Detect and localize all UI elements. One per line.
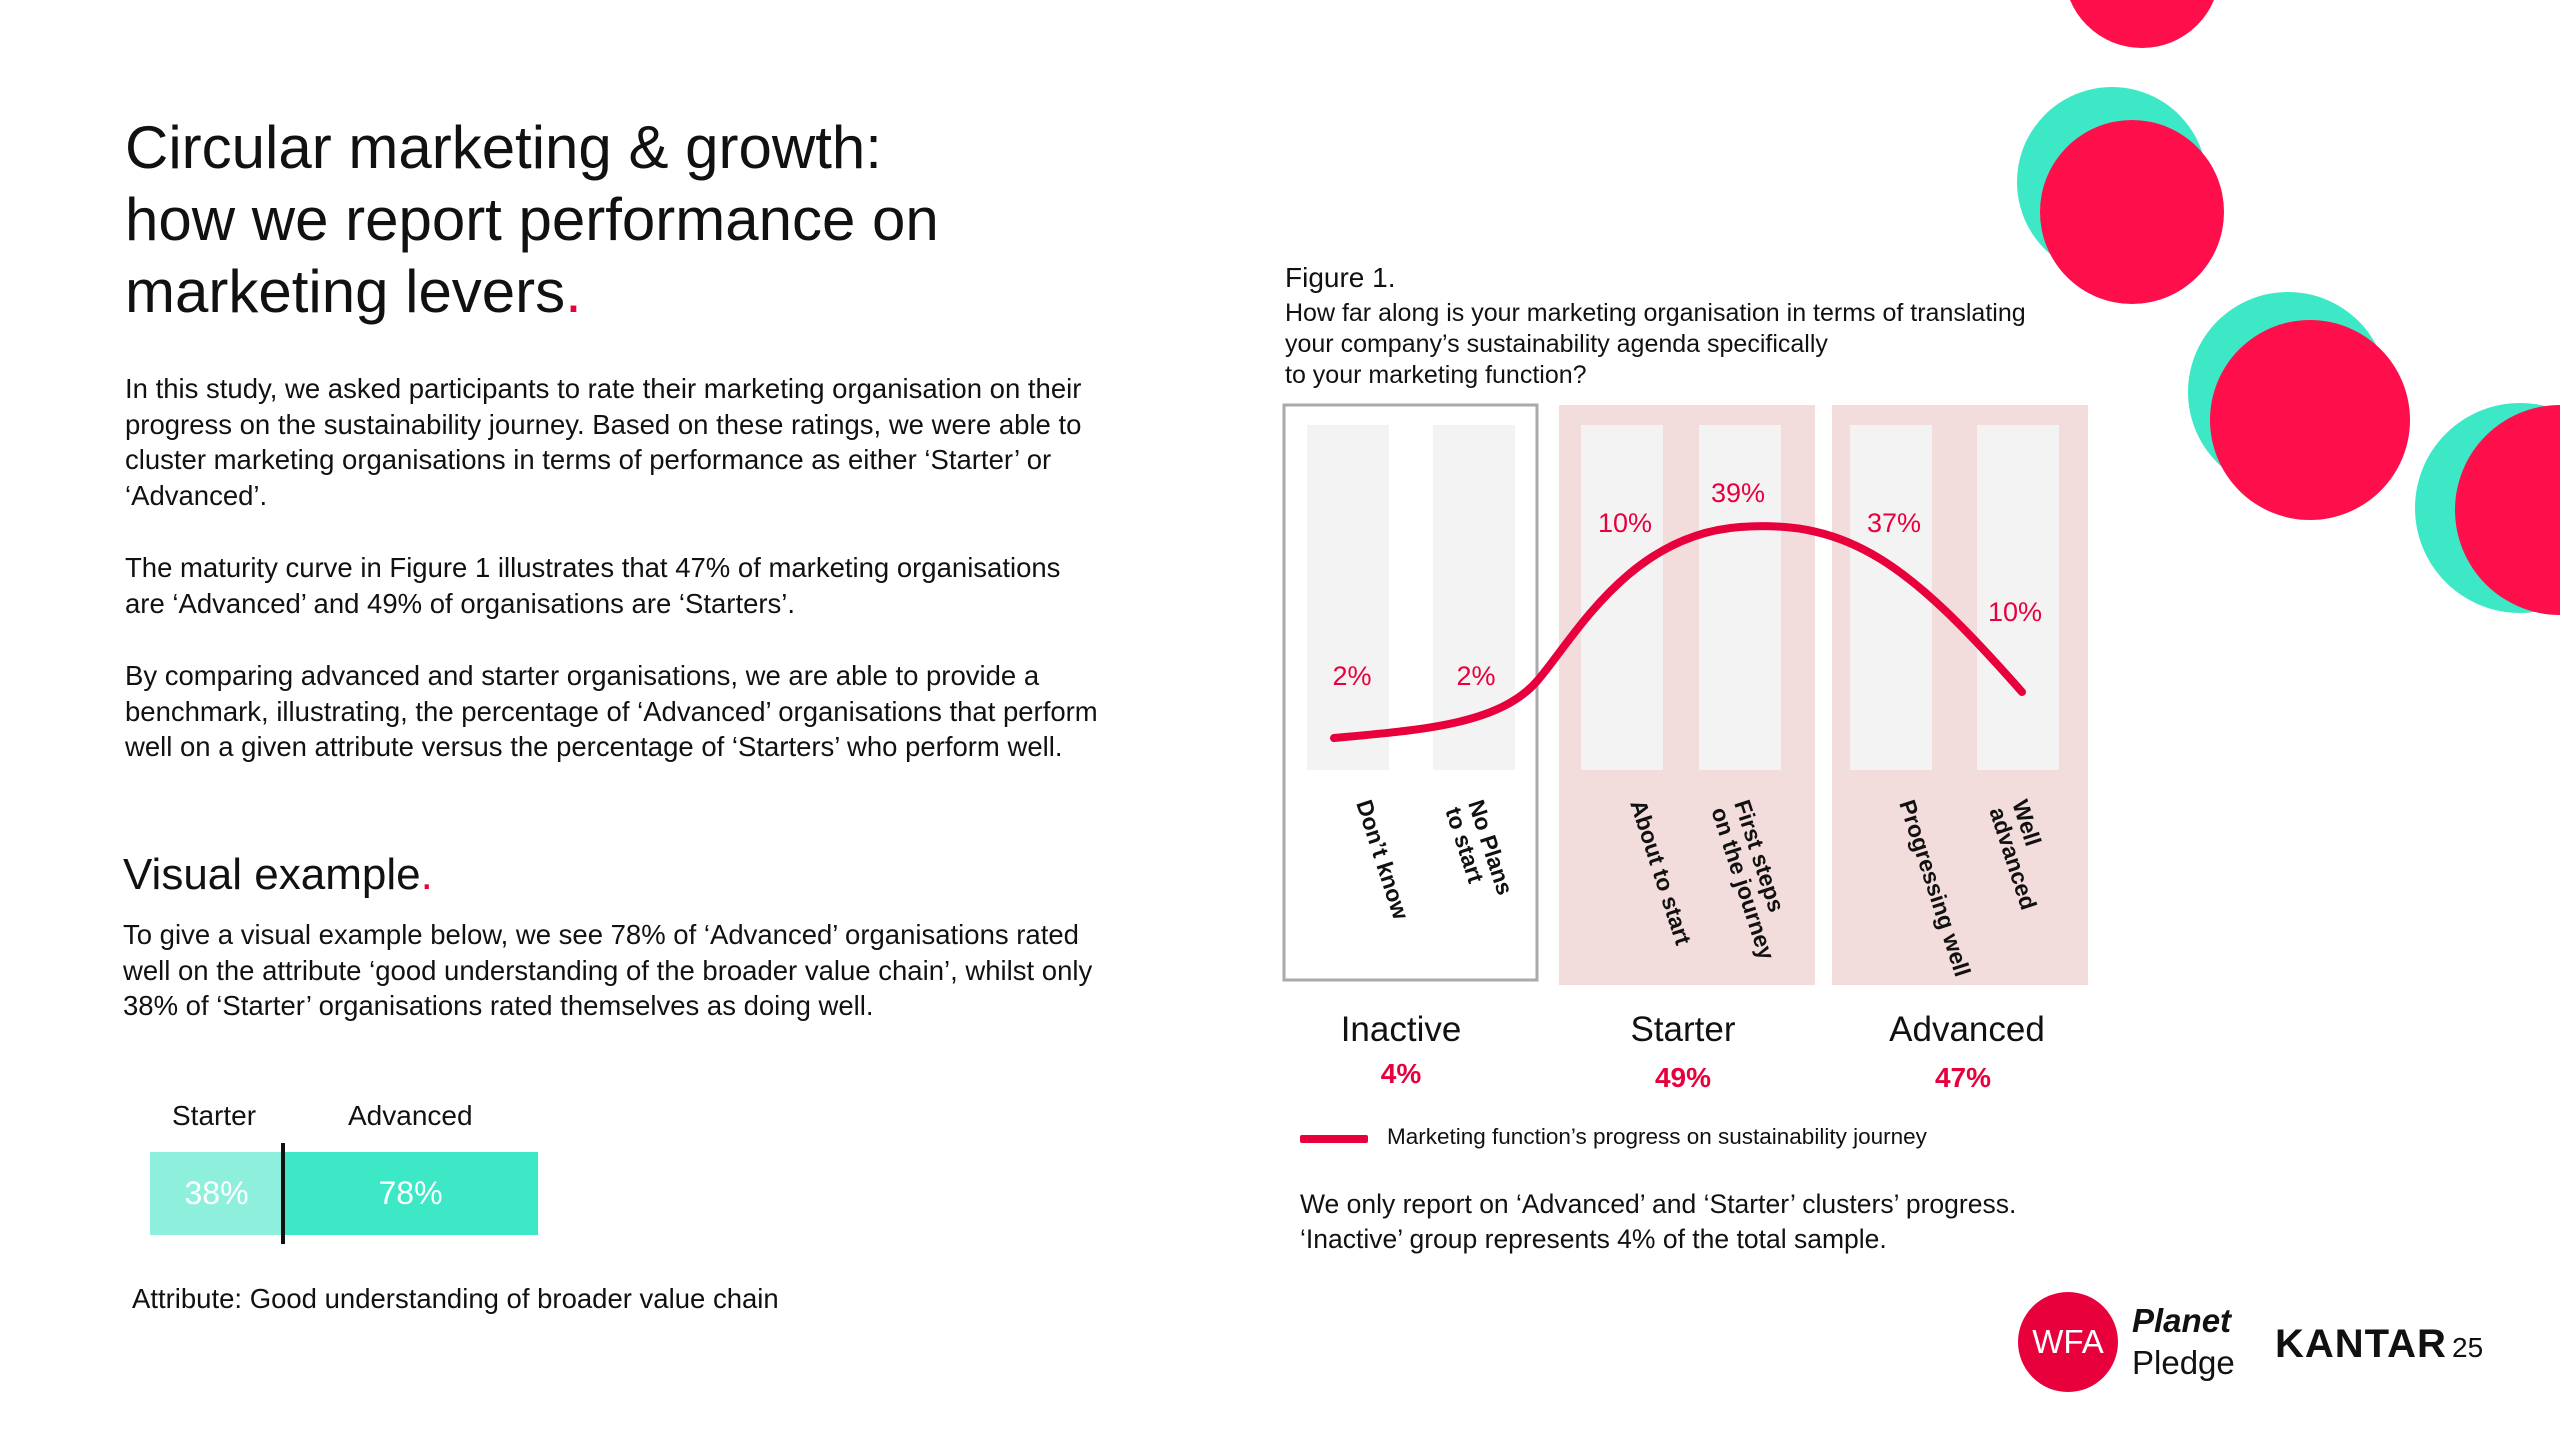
data-label: 39% — [1711, 478, 1765, 508]
data-label: 2% — [1456, 661, 1495, 691]
intro-paragraph-3: By comparing advanced and starter organi… — [125, 660, 1098, 762]
group-pct-inactive: 4% — [1380, 1058, 1422, 1089]
category-bar — [1307, 425, 1389, 770]
category-bar — [1850, 425, 1932, 770]
red-circle-1 — [2040, 120, 2224, 304]
figure-question-line: to your marketing function? — [1285, 361, 1587, 389]
data-label: 2% — [1332, 661, 1371, 691]
data-label: 10% — [1598, 508, 1652, 538]
starter-label: Starter — [172, 1100, 257, 1131]
intro-paragraph-2: The maturity curve in Figure 1 illustrat… — [125, 552, 1061, 619]
red-circle-3 — [2455, 405, 2560, 615]
starter-value: 38% — [184, 1175, 249, 1211]
group-name-starter: Starter — [1630, 1010, 1736, 1049]
advanced-bar: 78% — [283, 1152, 538, 1235]
red-circle-top — [2070, 0, 2214, 48]
title-dot: . — [565, 258, 582, 325]
logo-panel — [1940, 1250, 2300, 1420]
advanced-value: 78% — [378, 1175, 443, 1211]
figure-note: We only report on ‘Advanced’ and ‘Starte… — [1300, 1187, 2016, 1257]
series-line — [1330, 522, 2026, 742]
visual-example-text: To give a visual example below, we see 7… — [123, 919, 1093, 1021]
group-name-inactive: Inactive — [1340, 1010, 1462, 1049]
category-label: No Plansto start — [1440, 797, 1518, 906]
figure-question: How far along is your marketing organisa… — [1285, 298, 2026, 391]
figure-note-line: ‘Inactive’ group represents 4% of the to… — [1300, 1224, 1887, 1254]
figure-title: Figure 1. — [1285, 262, 1396, 293]
intro-paragraph-1: In this study, we asked participants to … — [125, 373, 1082, 511]
title-line-1: Circular marketing & growth: — [125, 114, 882, 181]
group-pct-starter: 49% — [1654, 1062, 1712, 1093]
page-number: 25 — [2452, 1332, 2484, 1363]
figure-question-line: your company’s sustainability agenda spe… — [1285, 330, 1828, 358]
decorative-circles — [2017, 0, 2560, 615]
category-bar — [1699, 425, 1781, 770]
data-label: 37% — [1867, 508, 1921, 538]
group-pct-advanced: 47% — [1934, 1062, 1992, 1093]
category-bar — [1433, 425, 1515, 770]
legend-text: Marketing function’s progress on sustain… — [1387, 1124, 1927, 1149]
figure-question-line: How far along is your marketing organisa… — [1285, 299, 2026, 327]
attribute-caption: Attribute: Good understanding of broader… — [132, 1283, 779, 1314]
figure-note-line: We only report on ‘Advanced’ and ‘Starte… — [1300, 1189, 2017, 1219]
category-bar — [1977, 425, 2059, 770]
starter-bar: 38% — [150, 1152, 283, 1235]
title-line-2: how we report performance on — [125, 186, 939, 253]
red-circle-2 — [2210, 320, 2410, 520]
visual-example-heading: Visual example. — [123, 850, 433, 899]
pledge-logo-text: Pledge — [2132, 1344, 2235, 1381]
kantar-logo: KANTAR — [2275, 1322, 2447, 1366]
legend-line-swatch — [1300, 1135, 1368, 1143]
category-bar — [1581, 425, 1663, 770]
wfa-logo: WFA — [2018, 1292, 2118, 1392]
data-label: 10% — [1988, 597, 2042, 627]
group-name-advanced: Advanced — [1889, 1010, 2045, 1049]
page-title: Circular marketing & growth: how we repo… — [125, 112, 1105, 328]
planet-logo-text: Planet — [2132, 1302, 2232, 1339]
bar-divider — [281, 1143, 285, 1244]
maturity-chart: 2% 2%10%39%37%10%Don’t know No Plansto sta… — [1282, 403, 2088, 985]
advanced-label: Advanced — [348, 1100, 473, 1131]
title-line-3: marketing levers — [125, 258, 566, 325]
